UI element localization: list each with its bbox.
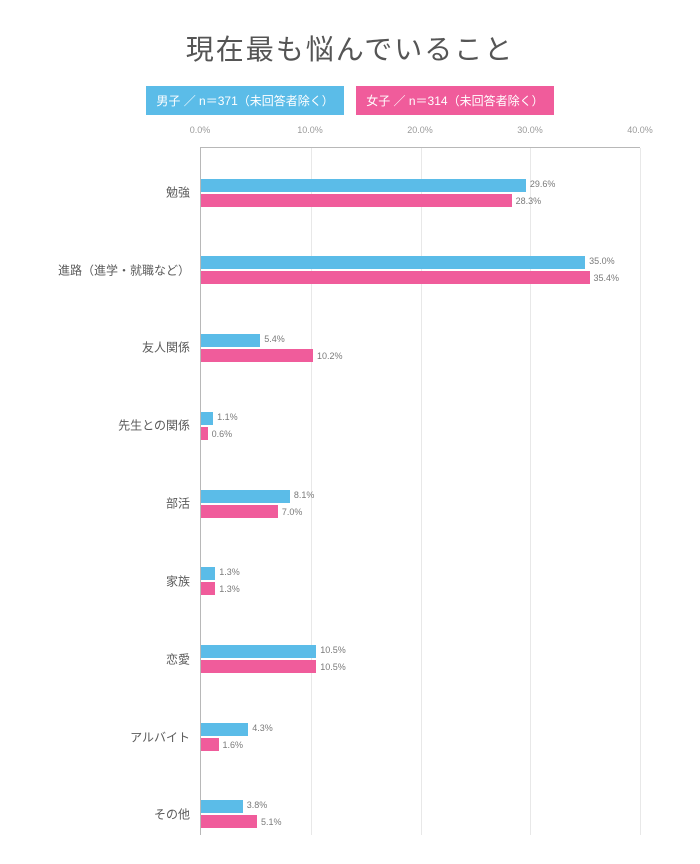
bar-female: 1.3% bbox=[201, 582, 215, 595]
category-label: 先生との関係 bbox=[118, 417, 190, 434]
bar-value-label: 1.1% bbox=[213, 411, 238, 424]
bar-group: 4.3% 1.6% bbox=[201, 721, 640, 753]
bar-female: 28.3% bbox=[201, 194, 512, 207]
bar-male: 1.3% bbox=[201, 567, 215, 580]
bar-female: 5.1% bbox=[201, 815, 257, 828]
x-axis-labels: 0.0%10.0%20.0%30.0%40.0% bbox=[200, 125, 640, 143]
bar-value-label: 1.3% bbox=[215, 566, 240, 579]
bar-male: 35.0% bbox=[201, 256, 585, 269]
bar-group: 8.1% 7.0% bbox=[201, 488, 640, 520]
bar-group: 1.1% 0.6% bbox=[201, 410, 640, 442]
chart: 0.0% 10.0% 20.0% 30.0% 40.0% 29.6% 28.3% 35.0%… bbox=[50, 125, 670, 835]
bar-value-label: 5.4% bbox=[260, 333, 285, 346]
bar-female: 35.4% bbox=[201, 271, 590, 284]
bar-value-label: 29.6% bbox=[526, 178, 556, 191]
legend-male: 男子 ／ n＝371（未回答者除く） bbox=[146, 86, 343, 115]
bar-group: 5.4% 10.2% bbox=[201, 332, 640, 364]
bar-value-label: 1.3% bbox=[215, 583, 240, 596]
category-labels: 勉強進路（進学・就職など） 友人関係先生との関係部活家族恋愛アルバイトその他 bbox=[50, 147, 190, 835]
bar-group: 35.0% 35.4% bbox=[201, 254, 640, 286]
x-tick-label: 40.0% bbox=[627, 125, 653, 135]
bar-female: 10.5% bbox=[201, 660, 316, 673]
bar-male: 3.8% bbox=[201, 800, 243, 813]
bar-female: 10.2% bbox=[201, 349, 313, 362]
bar-male: 10.5% bbox=[201, 645, 316, 658]
bar-value-label: 8.1% bbox=[290, 489, 315, 502]
bar-group: 29.6% 28.3% bbox=[201, 177, 640, 209]
chart-title: 現在最も悩んでいること bbox=[0, 0, 700, 68]
x-tick-label: 10.0% bbox=[297, 125, 323, 135]
bar-value-label: 0.6% bbox=[208, 428, 233, 441]
bar-value-label: 10.5% bbox=[316, 661, 346, 674]
bar-male: 4.3% bbox=[201, 723, 248, 736]
legend: 男子 ／ n＝371（未回答者除く） 女子 ／ n＝314（未回答者除く） bbox=[0, 86, 700, 115]
category-label: 家族 bbox=[166, 572, 190, 589]
bar-value-label: 35.0% bbox=[585, 255, 615, 268]
category-label: アルバイト bbox=[130, 728, 190, 745]
bar-value-label: 10.2% bbox=[313, 350, 343, 363]
x-tick-label: 0.0% bbox=[190, 125, 211, 135]
legend-female: 女子 ／ n＝314（未回答者除く） bbox=[356, 86, 553, 115]
bar-group: 10.5%10.5% bbox=[201, 643, 640, 675]
bar-female: 0.6% bbox=[201, 427, 208, 440]
bar-group: 3.8% 5.1% bbox=[201, 798, 640, 830]
bar-value-label: 35.4% bbox=[590, 272, 620, 285]
bar-group: 1.3%1.3% bbox=[201, 565, 640, 597]
bar-female: 7.0% bbox=[201, 505, 278, 518]
category-label: 部活 bbox=[166, 495, 190, 512]
bar-value-label: 28.3% bbox=[512, 195, 542, 208]
bar-value-label: 5.1% bbox=[257, 816, 282, 829]
category-label: 勉強 bbox=[166, 183, 190, 200]
bar-value-label: 3.8% bbox=[243, 799, 268, 812]
x-tick-label: 20.0% bbox=[407, 125, 433, 135]
bar-value-label: 1.6% bbox=[219, 739, 244, 752]
bar-value-label: 7.0% bbox=[278, 506, 303, 519]
bar-male: 29.6% bbox=[201, 179, 526, 192]
category-label: 恋愛 bbox=[166, 650, 190, 667]
bar-male: 5.4% bbox=[201, 334, 260, 347]
plot-area: 29.6% 28.3% 35.0% 35.4% 5.4% 10.2% 1.1% 0.6% 8.1… bbox=[200, 147, 640, 835]
category-label: 進路（進学・就職など） bbox=[58, 261, 190, 278]
bar-value-label: 10.5% bbox=[316, 644, 346, 657]
category-label: 友人関係 bbox=[142, 339, 190, 356]
bar-female: 1.6% bbox=[201, 738, 219, 751]
bar-male: 1.1% bbox=[201, 412, 213, 425]
bar-male: 8.1% bbox=[201, 490, 290, 503]
gridline bbox=[640, 148, 641, 835]
bar-value-label: 4.3% bbox=[248, 722, 273, 735]
x-tick-label: 30.0% bbox=[517, 125, 543, 135]
category-label: その他 bbox=[154, 806, 190, 823]
